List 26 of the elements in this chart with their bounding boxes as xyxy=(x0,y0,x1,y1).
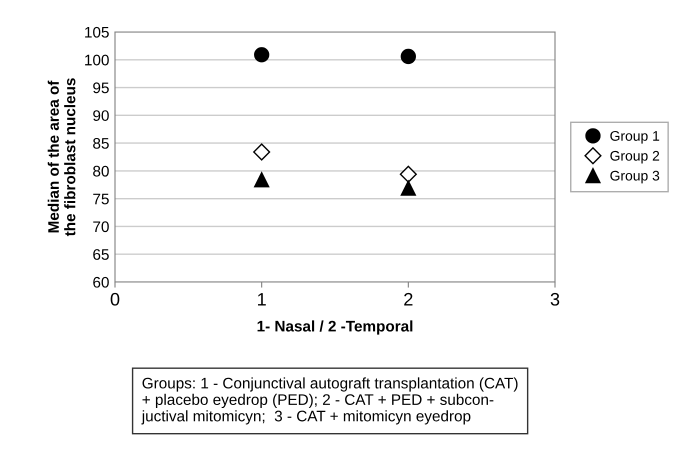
point xyxy=(253,143,270,161)
y-tick-label: 105 xyxy=(85,26,109,38)
text: Groups: 1 - Conjunctival autograft transplantation (CAT) + placebo eyedrop (PED); 2 - CAT + PED + subcon- juctival mitomicyn; 3 - CAT + mitomicyn eyedrop xyxy=(141,377,518,424)
y-tick-label: 75 xyxy=(93,194,109,204)
point xyxy=(254,172,270,188)
y-tick-label: 100 xyxy=(85,54,109,66)
legend-label: Group 3 xyxy=(610,170,660,184)
y-tick-label: 70 xyxy=(93,221,109,232)
y-tick-label: 65 xyxy=(93,249,109,260)
point xyxy=(400,180,416,196)
y-tick-label: 80 xyxy=(93,166,109,177)
x-axis-title: 1- Nasal / 2 -Temporal xyxy=(258,320,412,335)
x-tick-label: 2 xyxy=(404,292,412,306)
y-tick-label: 95 xyxy=(93,82,109,94)
point xyxy=(400,166,417,183)
y-tick-label: 90 xyxy=(93,110,109,122)
legend-label: Group 2 xyxy=(610,150,660,164)
y-axis-title: Median of the area of the fibroblast nucleus xyxy=(48,78,76,236)
x-tick-label: 1 xyxy=(258,293,266,306)
y-tick-label: 85 xyxy=(93,138,109,149)
point xyxy=(254,47,270,62)
legend-label: Group 1 xyxy=(610,131,660,144)
x-tick-label: 3 xyxy=(550,292,560,306)
point xyxy=(400,48,416,64)
y-tick-label: 60 xyxy=(93,276,109,288)
x-tick-label: 0 xyxy=(110,292,120,306)
